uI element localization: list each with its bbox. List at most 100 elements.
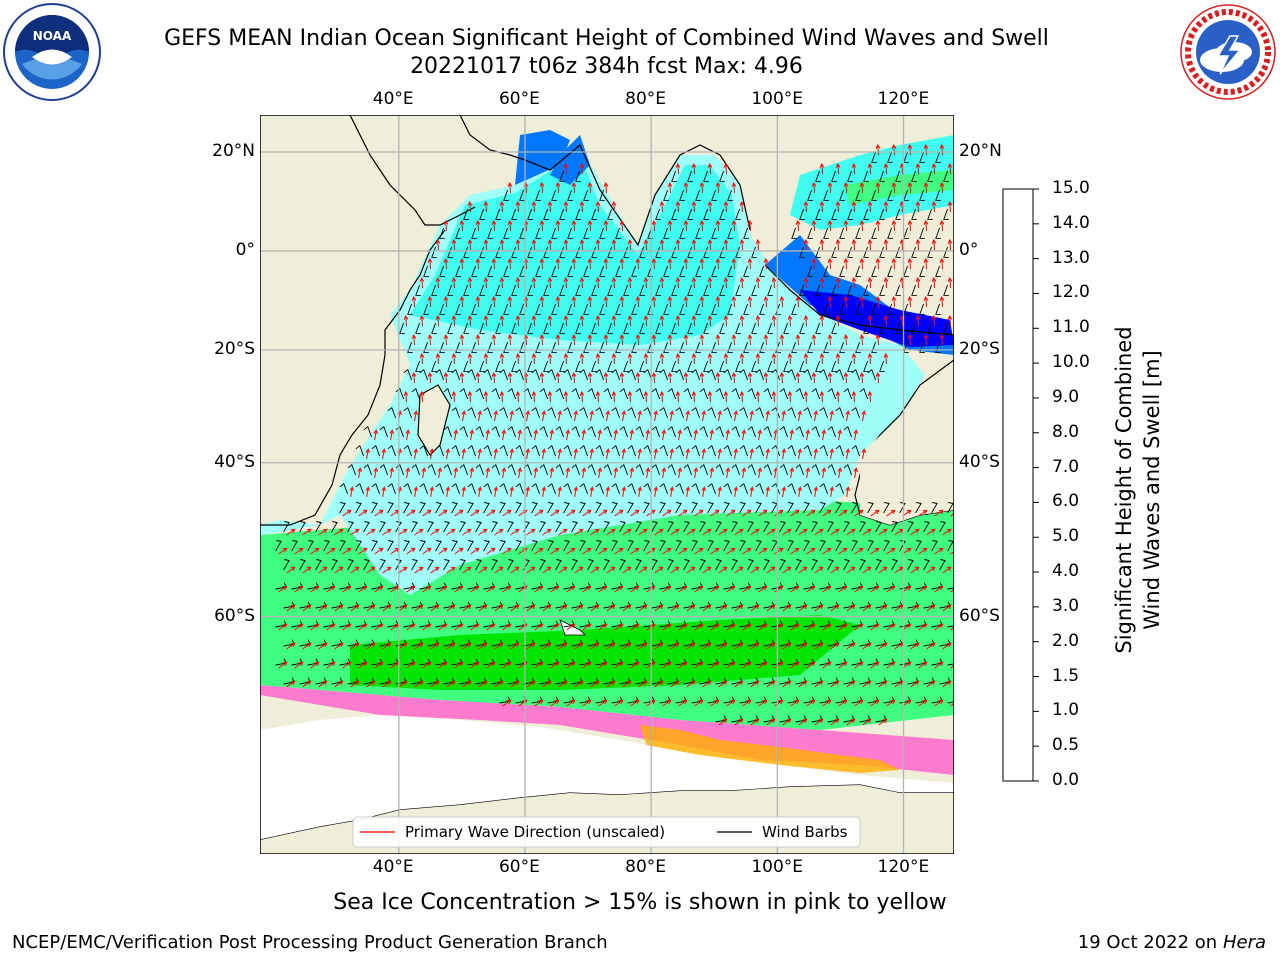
wind-barb: [843, 521, 850, 533]
wind-barb: [283, 521, 290, 533]
wind-barb: [715, 521, 722, 533]
wave-direction-arrow: [675, 162, 681, 175]
wind-barb: [747, 559, 754, 571]
wind-barb: [419, 444, 429, 457]
wind-barb: [355, 482, 365, 495]
wave-direction-arrow: [318, 604, 328, 612]
wave-direction-arrow: [547, 276, 553, 289]
wind-barb: [707, 444, 717, 457]
wind-barb: [839, 303, 845, 315]
wind-barb: [503, 341, 509, 353]
wave-direction-arrow: [653, 448, 659, 460]
wind-barb: [479, 360, 485, 372]
wave-direction-arrow: [587, 371, 593, 384]
wave-direction-arrow: [382, 680, 392, 688]
wave-direction-arrow: [414, 680, 424, 688]
wind-barb: [947, 625, 954, 628]
wave-direction-arrow: [605, 410, 611, 422]
wave-direction-arrow: [907, 257, 913, 270]
wave-direction-arrow: [878, 566, 888, 574]
wind-barb: [883, 540, 890, 552]
wind-barb: [787, 406, 797, 419]
wave-direction-arrow: [419, 390, 425, 403]
wind-barb: [455, 341, 461, 353]
wave-direction-arrow: [587, 219, 593, 232]
wind-barb: [595, 406, 605, 419]
wind-barb: [935, 341, 941, 353]
wind-barb: [519, 189, 525, 201]
wind-barb: [479, 322, 485, 334]
wave-direction-arrow: [739, 200, 745, 213]
wind-barb: [871, 227, 877, 239]
wind-barb: [559, 322, 565, 334]
wind-barb: [623, 360, 629, 372]
wave-direction-arrow: [755, 238, 761, 251]
wave-direction-arrow: [598, 661, 608, 669]
wind-barb: [863, 284, 869, 296]
wave-direction-arrow: [358, 623, 368, 631]
wind-barb: [439, 303, 445, 315]
wave-direction-arrow: [934, 585, 944, 593]
wind-barb: [619, 425, 629, 438]
wave-direction-arrow: [446, 528, 456, 536]
wave-direction-arrow: [571, 219, 577, 232]
wave-direction-arrow: [707, 238, 713, 251]
wind-barb: [907, 559, 914, 571]
wind-barb: [783, 360, 789, 372]
wave-direction-arrow: [619, 257, 625, 270]
wave-direction-arrow: [350, 604, 360, 612]
wave-direction-arrow: [467, 238, 473, 251]
wave-direction-arrow: [486, 547, 496, 555]
wave-direction-arrow: [694, 509, 704, 517]
wave-direction-arrow: [443, 333, 449, 346]
wind-barb: [535, 303, 541, 315]
wave-direction-arrow: [691, 276, 697, 289]
wave-direction-arrow: [563, 314, 569, 327]
wave-direction-arrow: [419, 352, 425, 365]
wind-barb: [495, 284, 501, 296]
wave-direction-arrow: [747, 371, 753, 384]
wave-direction-arrow: [627, 238, 633, 251]
wave-direction-arrow: [765, 486, 771, 498]
wave-direction-arrow: [493, 486, 499, 498]
wind-barb: [871, 189, 877, 201]
wave-direction-arrow: [915, 276, 921, 289]
wave-direction-arrow: [294, 661, 304, 669]
wave-direction-arrow: [403, 390, 409, 403]
wave-direction-arrow: [829, 410, 835, 422]
wave-direction-arrow: [531, 390, 537, 403]
wave-direction-arrow: [571, 295, 577, 308]
wind-barb: [691, 444, 701, 457]
wave-direction-arrow: [755, 276, 761, 289]
wave-direction-arrow: [894, 566, 904, 574]
wind-barb: [851, 540, 858, 552]
wind-barb: [859, 521, 866, 533]
wave-direction-arrow: [910, 642, 920, 650]
wave-direction-arrow: [374, 509, 384, 517]
wave-direction-arrow: [571, 257, 577, 270]
lon-tick-label: 80°E: [625, 89, 667, 109]
wave-direction-arrow: [811, 257, 817, 270]
wave-direction-arrow: [469, 429, 475, 441]
wave-direction-arrow: [507, 257, 513, 270]
wave-direction-arrow: [766, 566, 776, 574]
wave-direction-arrow: [918, 585, 928, 593]
wave-direction-arrow: [859, 257, 865, 270]
wind-barb: [663, 227, 669, 239]
wave-direction-arrow: [619, 295, 625, 308]
wave-direction-arrow: [870, 509, 880, 517]
colorbar-tick-label: 9.0: [1052, 386, 1080, 407]
wave-direction-arrow: [374, 661, 384, 669]
wave-direction-arrow: [670, 604, 680, 612]
wave-direction-arrow: [365, 486, 371, 498]
wave-direction-arrow: [886, 509, 896, 517]
wave-direction-arrow: [470, 509, 480, 517]
wind-barb: [515, 406, 525, 419]
wind-barb: [839, 227, 845, 239]
wind-barb: [467, 502, 474, 514]
wave-direction-arrow: [813, 448, 819, 460]
wave-direction-arrow: [942, 604, 952, 612]
wave-direction-arrow: [547, 314, 553, 327]
wave-direction-arrow: [830, 642, 840, 650]
wave-direction-arrow: [619, 219, 625, 232]
